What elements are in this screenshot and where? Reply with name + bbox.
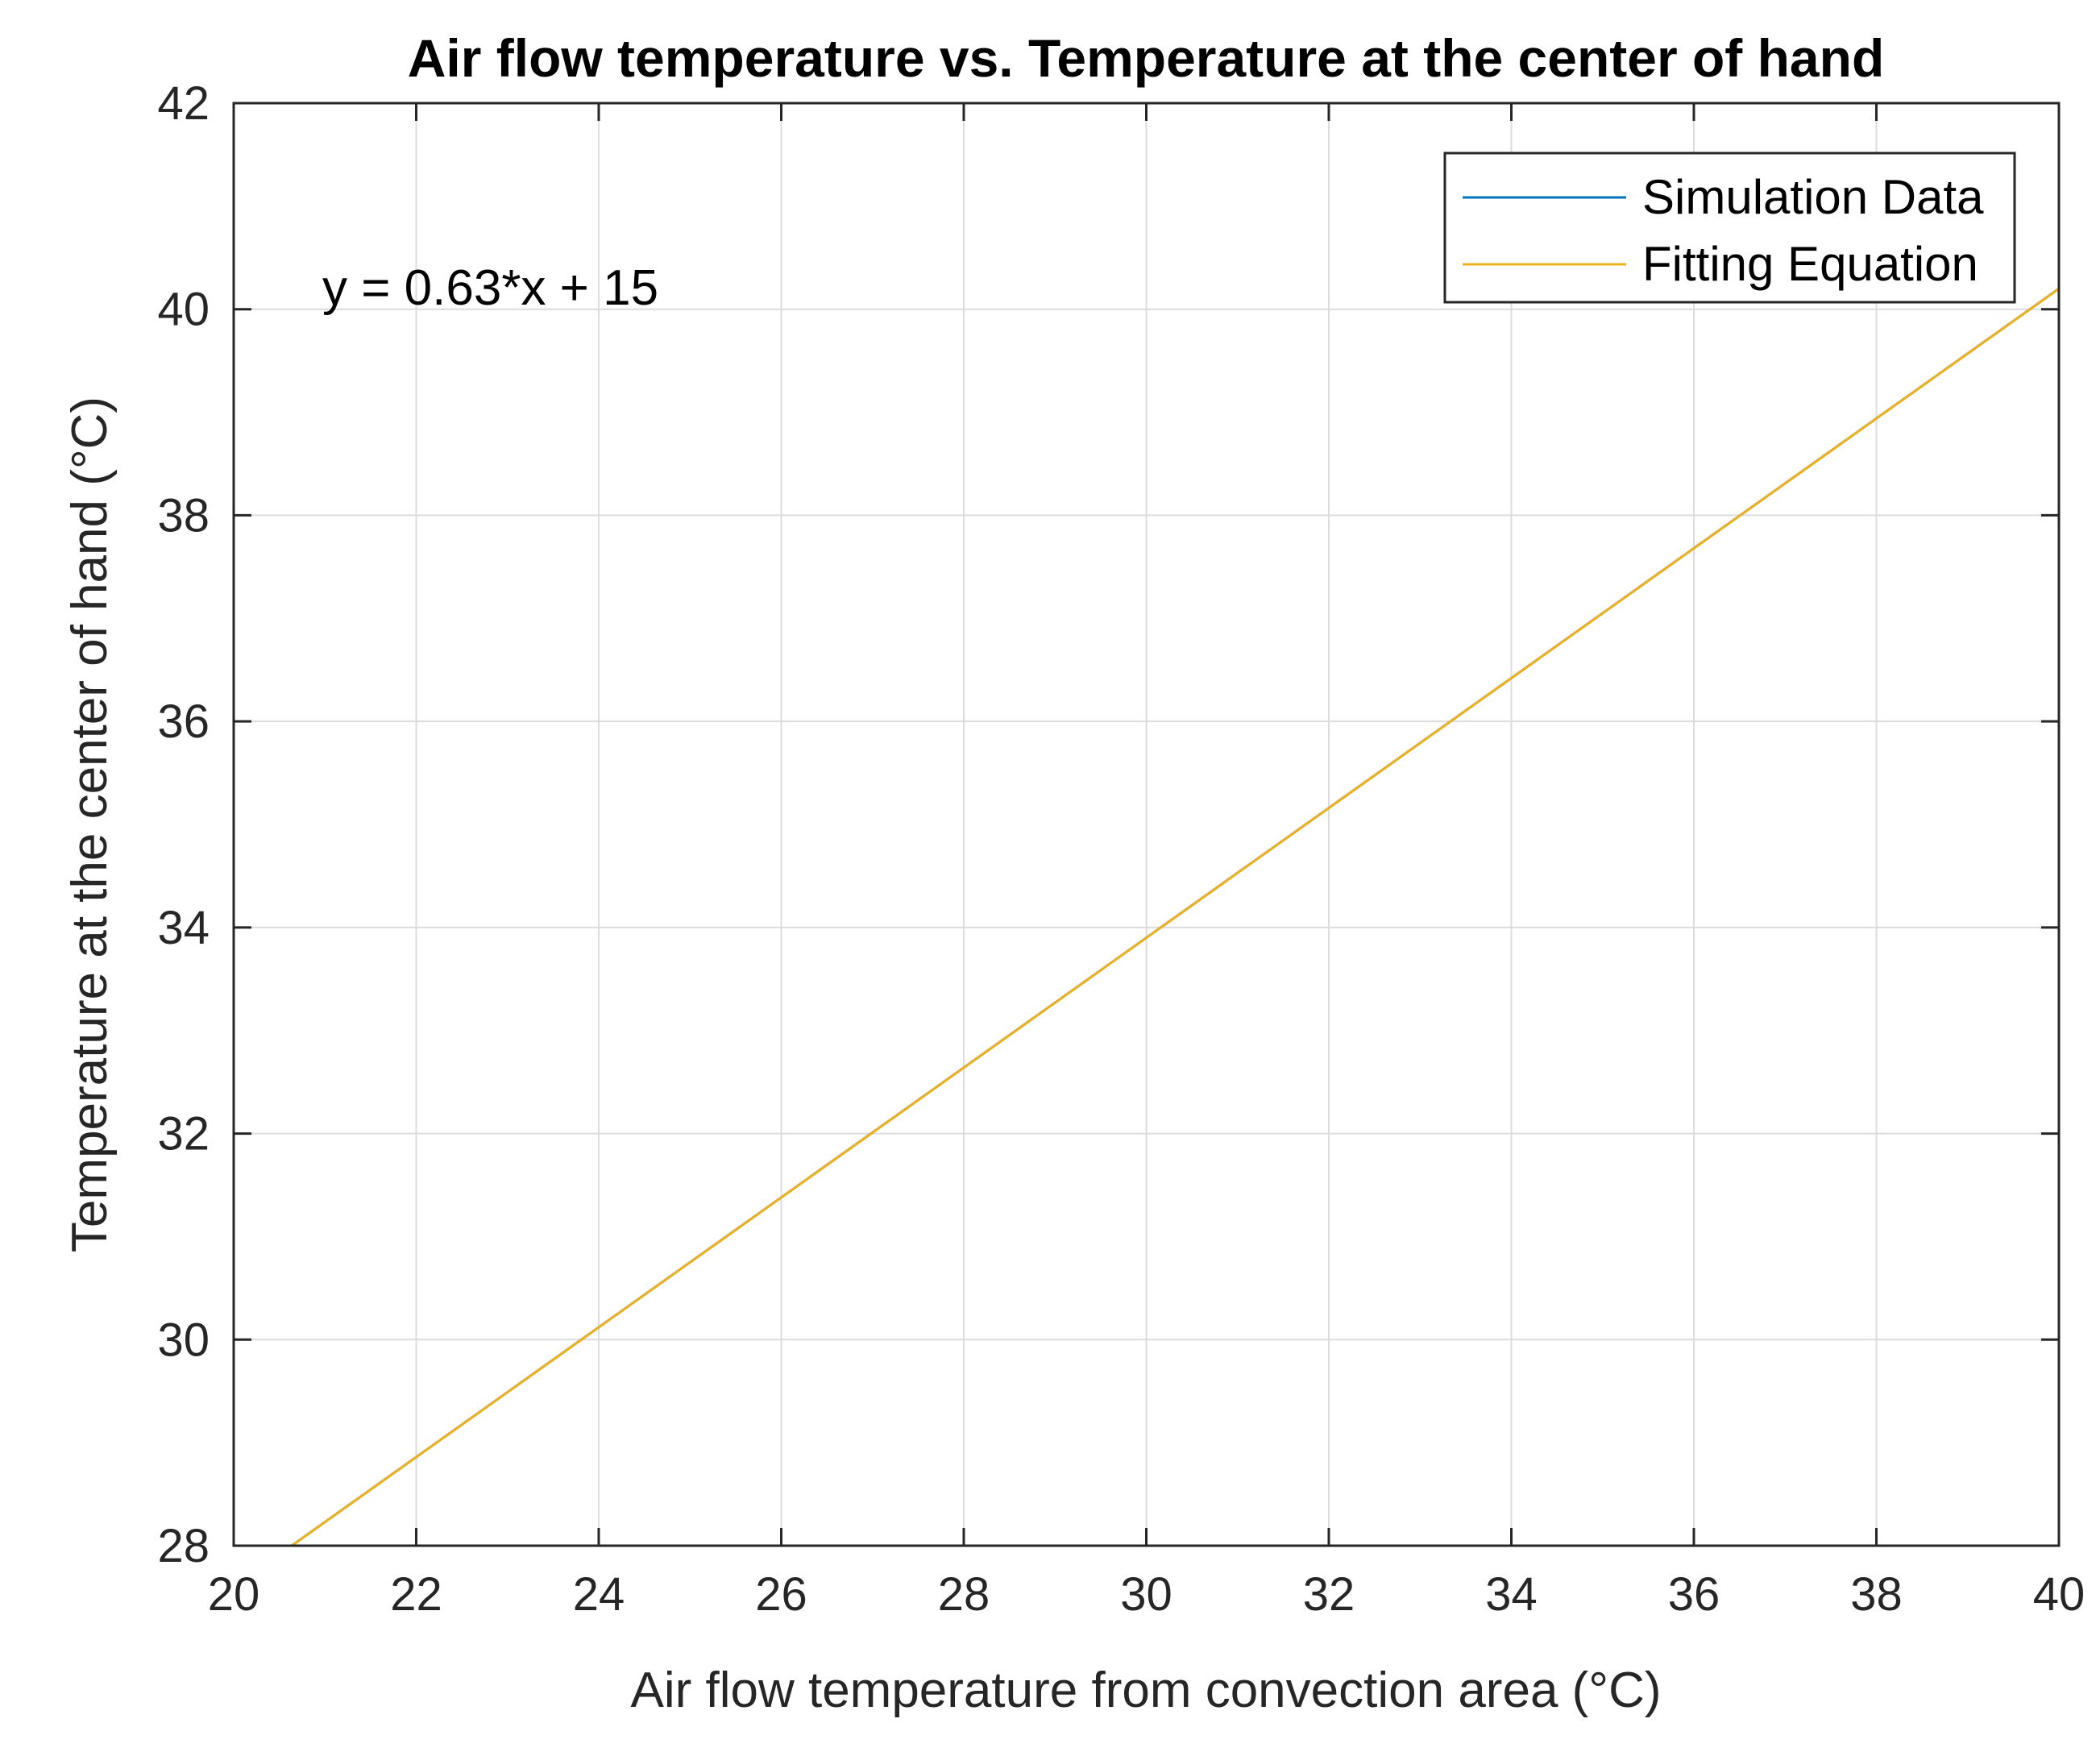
x-tick-label: 24 <box>573 1568 625 1621</box>
x-tick-label: 30 <box>1120 1568 1172 1621</box>
legend-label-fitting-equation: Fitting Equation <box>1642 237 1978 291</box>
fit-equation-annotation: y = 0.63*x + 15 <box>322 260 658 316</box>
y-tick-label: 38 <box>157 489 210 542</box>
y-tick-label: 32 <box>157 1108 210 1160</box>
chart-title: Air flow temperature vs. Temperature at … <box>408 28 1885 88</box>
x-tick-label: 36 <box>1668 1568 1720 1621</box>
x-tick-label: 26 <box>755 1568 807 1621</box>
y-tick-label: 34 <box>157 902 210 954</box>
legend-box <box>1443 152 2016 304</box>
x-tick-label: 28 <box>938 1568 990 1621</box>
x-tick-label: 32 <box>1303 1568 1355 1621</box>
y-tick-label: 36 <box>157 695 210 748</box>
y-tick-label: 28 <box>157 1520 210 1572</box>
x-tick-label: 40 <box>2033 1568 2085 1621</box>
legend-label-simulation-data: Simulation Data <box>1642 170 1984 224</box>
x-tick-label: 22 <box>390 1568 442 1621</box>
y-axis-label: Temperature at the center of hand (°C) <box>62 396 118 1252</box>
series-layer <box>289 287 2059 1546</box>
x-tick-labels: 20 22 24 26 28 30 32 34 36 38 40 <box>208 1568 2085 1621</box>
y-tick-label: 30 <box>157 1314 210 1366</box>
x-tick-label: 38 <box>1850 1568 1903 1621</box>
x-tick-label: 34 <box>1485 1568 1538 1621</box>
grid <box>234 103 2059 1546</box>
y-tick-labels: 28 30 32 34 36 38 40 42 <box>157 77 210 1572</box>
legend: Simulation Data Fitting Equation <box>1443 152 2016 304</box>
x-axis-label: Air flow temperature from convection are… <box>630 1663 1661 1718</box>
ticks <box>232 102 2061 1547</box>
series-line-fitting-equation <box>289 287 2059 1546</box>
y-tick-label: 42 <box>157 77 210 130</box>
y-tick-label: 40 <box>157 284 210 336</box>
x-tick-label: 20 <box>208 1568 260 1621</box>
